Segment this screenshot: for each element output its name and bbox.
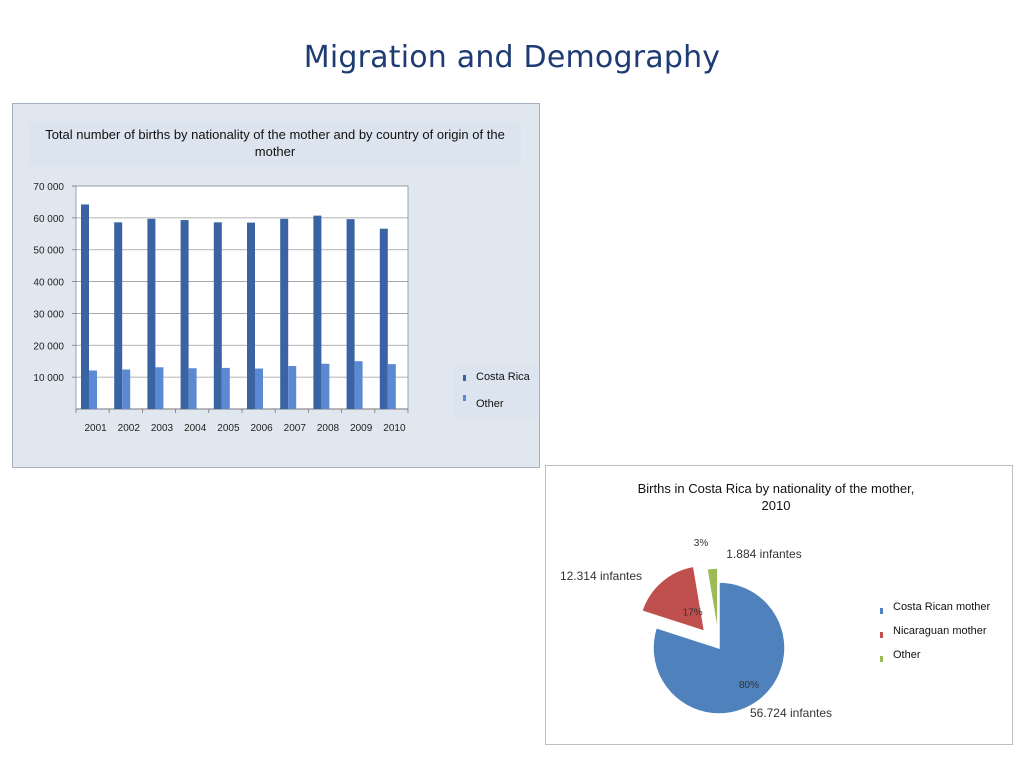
bar-costa-rica-2007 [280, 218, 289, 409]
bar-other-2006 [255, 368, 263, 409]
pie-slice-costa-rican-mother [652, 581, 786, 715]
y-tick-label: 70 000 [33, 182, 64, 193]
pie-slice-nicaraguan-mother [640, 565, 706, 633]
bar-costa-rica-2004 [180, 220, 189, 409]
legend-label-costa-rican-mother: Costa Rican mother [893, 601, 991, 613]
bar-other-2009 [354, 361, 363, 409]
legend-label-other-mother: Other [893, 649, 921, 661]
y-tick-label: 50 000 [33, 246, 64, 257]
bar-costa-rica-2001 [81, 204, 89, 409]
pie-slice-other [706, 567, 719, 635]
pie-count-nicaraguan-mother: 12.314 infantes [560, 569, 642, 583]
pie-chart-title-line1: Births in Costa Rica by nationality of t… [637, 481, 915, 496]
bar-chart: 70 000 60 000 50 000 40 000 30 000 20 000 10 0… [33, 182, 409, 434]
bar-chart-legend: Costa Rica Other [453, 366, 539, 418]
legend-swatch-other-mother [880, 656, 883, 662]
bar-costa-rica-2002 [114, 222, 123, 409]
x-tick-label: 2007 [284, 423, 307, 434]
bar-other-2001 [89, 370, 97, 409]
y-tick-label: 30 000 [33, 309, 64, 320]
pie-count-costa-rican-mother: 56.724 infantes [750, 706, 832, 720]
x-tick-label: 2006 [250, 423, 273, 434]
legend-swatch-costa-rican-mother [880, 608, 883, 614]
slide-title: Migration and Demography [303, 40, 721, 75]
y-tick-label: 40 000 [33, 278, 64, 289]
bar-other-2007 [288, 365, 297, 409]
x-tick-label: 2009 [350, 423, 373, 434]
pie-chart-panel: Births in Costa Rica by nationality of t… [545, 465, 1013, 745]
pie-percent-other: 3% [694, 538, 709, 549]
x-tick-label: 2005 [217, 423, 240, 434]
bar-other-2005 [221, 367, 230, 409]
bar-other-2010 [387, 364, 396, 409]
legend-label-nicaraguan-mother: Nicaraguan mother [893, 625, 987, 637]
pie-count-other: 1.884 infantes [726, 547, 801, 561]
y-tick-label: 20 000 [33, 341, 64, 352]
legend-swatch-other [463, 395, 466, 401]
x-tick-label: 2008 [317, 423, 340, 434]
bar-costa-rica-2008 [313, 215, 322, 409]
pie-chart-legend: Costa Rican mother Nicaraguan mother Oth… [876, 600, 1012, 670]
bar-costa-rica-2005 [213, 222, 222, 409]
bar-costa-rica-2009 [346, 219, 355, 409]
bar-chart-panel: Total number of births by nationality of… [12, 103, 540, 468]
bar-costa-rica-2006 [247, 222, 255, 409]
bar-chart-title: Total number of births by nationality of… [29, 122, 521, 166]
x-tick-label: 2001 [84, 423, 107, 434]
bar-costa-rica-2003 [147, 218, 156, 409]
legend-label-other: Other [476, 398, 504, 410]
x-tick-label: 2003 [151, 423, 174, 434]
pie-chart-title: Births in Costa Rica by nationality of t… [586, 480, 966, 514]
y-tick-label: 10 000 [33, 373, 64, 384]
pie-percent-nicaraguan-mother: 17% [683, 607, 703, 618]
pie-chart-title-line2: 2010 [761, 498, 791, 513]
y-tick-label: 60 000 [33, 214, 64, 225]
x-tick-label: 2010 [383, 423, 406, 434]
bar-other-2002 [122, 369, 131, 409]
pie-percent-costa-rican-mother: 80% [739, 680, 759, 691]
bar-other-2008 [321, 363, 330, 409]
bar-other-2003 [155, 367, 164, 409]
bar-other-2004 [188, 368, 197, 409]
bar-costa-rica-2010 [379, 228, 388, 409]
pie-chart: 80% 17% 3% 56.724 infantes 12.314 infantes 1.… [560, 538, 832, 720]
legend-swatch-costa-rica [463, 375, 466, 381]
legend-label-costa-rica: Costa Rica [476, 371, 530, 383]
x-tick-label: 2002 [118, 423, 141, 434]
x-tick-label: 2004 [184, 423, 207, 434]
legend-swatch-nicaraguan-mother [880, 632, 883, 638]
